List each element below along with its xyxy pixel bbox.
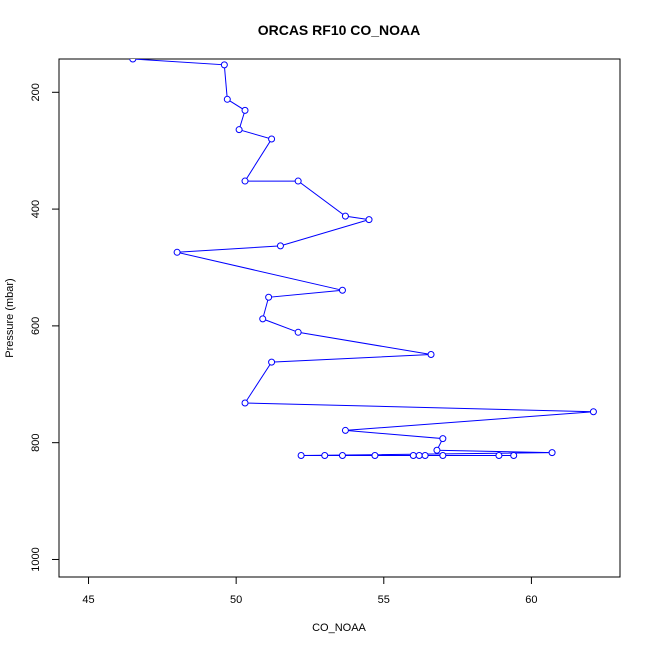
- data-point: [510, 452, 518, 460]
- data-point: [265, 293, 273, 301]
- data-point: [268, 358, 276, 366]
- plot-frame: [58, 58, 621, 578]
- series-line: [132, 59, 594, 456]
- y-tick-label: 600: [30, 317, 42, 335]
- data-point: [427, 350, 435, 358]
- data-point: [268, 135, 276, 143]
- y-tick-label: 200: [30, 83, 42, 101]
- data-point: [415, 452, 423, 460]
- data-point: [241, 177, 249, 185]
- y-axis: 200 400 600 800 1000: [30, 83, 59, 572]
- data-point: [220, 61, 228, 69]
- series-group: [129, 59, 597, 460]
- data-point: [439, 452, 447, 460]
- data-point: [294, 177, 302, 185]
- data-point: [421, 452, 429, 460]
- series-layer: [129, 59, 597, 460]
- data-point: [589, 408, 597, 416]
- chart-title: ORCAS RF10 CO_NOAA: [258, 22, 421, 38]
- data-point: [409, 452, 417, 460]
- data-point: [338, 286, 346, 294]
- data-point: [495, 452, 503, 460]
- data-point: [341, 212, 349, 220]
- x-axis: 45 50 55 60: [82, 577, 538, 606]
- x-tick-label: 60: [525, 594, 537, 606]
- x-tick-label: 55: [378, 594, 390, 606]
- data-point: [338, 452, 346, 460]
- data-point: [241, 399, 249, 407]
- data-point: [371, 452, 379, 460]
- x-tick-label: 50: [230, 594, 242, 606]
- y-axis-label: Pressure (mbar): [4, 278, 16, 357]
- data-point: [235, 126, 243, 134]
- data-point: [276, 242, 284, 250]
- data-point: [223, 95, 231, 103]
- data-point: [365, 216, 373, 224]
- y-tick-label: 800: [30, 434, 42, 452]
- x-tick-label: 45: [82, 594, 94, 606]
- data-point: [433, 446, 441, 454]
- data-point: [439, 435, 447, 443]
- x-axis-label: CO_NOAA: [312, 622, 366, 634]
- data-point: [321, 452, 329, 460]
- data-point: [259, 315, 267, 323]
- y-tick-label: 1000: [30, 547, 42, 571]
- data-point: [297, 452, 305, 460]
- data-point: [294, 328, 302, 336]
- y-tick-label: 400: [30, 200, 42, 218]
- data-point: [129, 59, 137, 63]
- data-point: [341, 426, 349, 434]
- data-point: [241, 106, 249, 114]
- data-point: [548, 449, 556, 457]
- data-point: [173, 248, 181, 256]
